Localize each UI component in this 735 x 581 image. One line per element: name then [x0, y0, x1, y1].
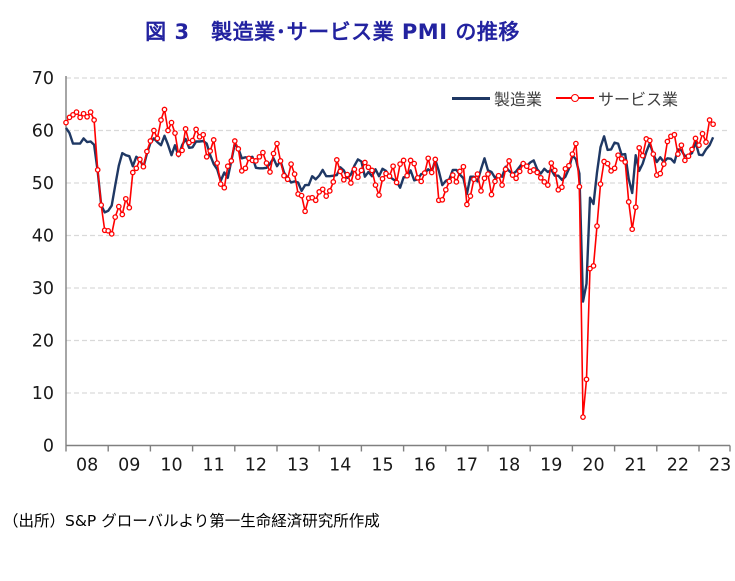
svg-text:70: 70: [32, 69, 54, 89]
svg-text:15: 15: [371, 456, 393, 476]
svg-text:18: 18: [498, 456, 520, 476]
svg-text:20: 20: [32, 332, 54, 352]
legend-label-services: サービス業: [598, 90, 679, 109]
svg-text:50: 50: [32, 174, 54, 194]
svg-text:08: 08: [76, 456, 98, 476]
svg-text:60: 60: [32, 122, 54, 142]
svg-text:17: 17: [456, 456, 478, 476]
legend-item-services: サービス業: [556, 86, 678, 110]
chart-title: 図 3 製造業･サービス業 PMI の推移: [145, 20, 520, 44]
svg-text:23: 23: [709, 456, 731, 476]
svg-text:30: 30: [32, 279, 54, 299]
svg-text:09: 09: [118, 456, 140, 476]
source-note: （出所）S&P グローバルより第一生命経済研究所作成: [3, 512, 380, 530]
svg-text:13: 13: [287, 456, 309, 476]
svg-text:0: 0: [43, 437, 54, 457]
services-line-marker-icon: [556, 94, 595, 103]
svg-text:14: 14: [329, 456, 351, 476]
svg-text:21: 21: [625, 456, 647, 476]
svg-text:10: 10: [160, 456, 182, 476]
svg-text:10: 10: [32, 384, 54, 404]
chart-legend: 製造業 サービス業: [452, 86, 678, 110]
legend-label-manufacturing: 製造業: [494, 90, 543, 109]
svg-text:19: 19: [540, 456, 562, 476]
svg-text:16: 16: [414, 456, 436, 476]
svg-text:40: 40: [32, 227, 54, 247]
svg-text:22: 22: [667, 456, 689, 476]
legend-item-manufacturing: 製造業: [452, 86, 542, 110]
svg-text:20: 20: [582, 456, 604, 476]
svg-text:11: 11: [203, 456, 225, 476]
svg-text:12: 12: [245, 456, 267, 476]
manufacturing-line-icon: [452, 94, 490, 103]
